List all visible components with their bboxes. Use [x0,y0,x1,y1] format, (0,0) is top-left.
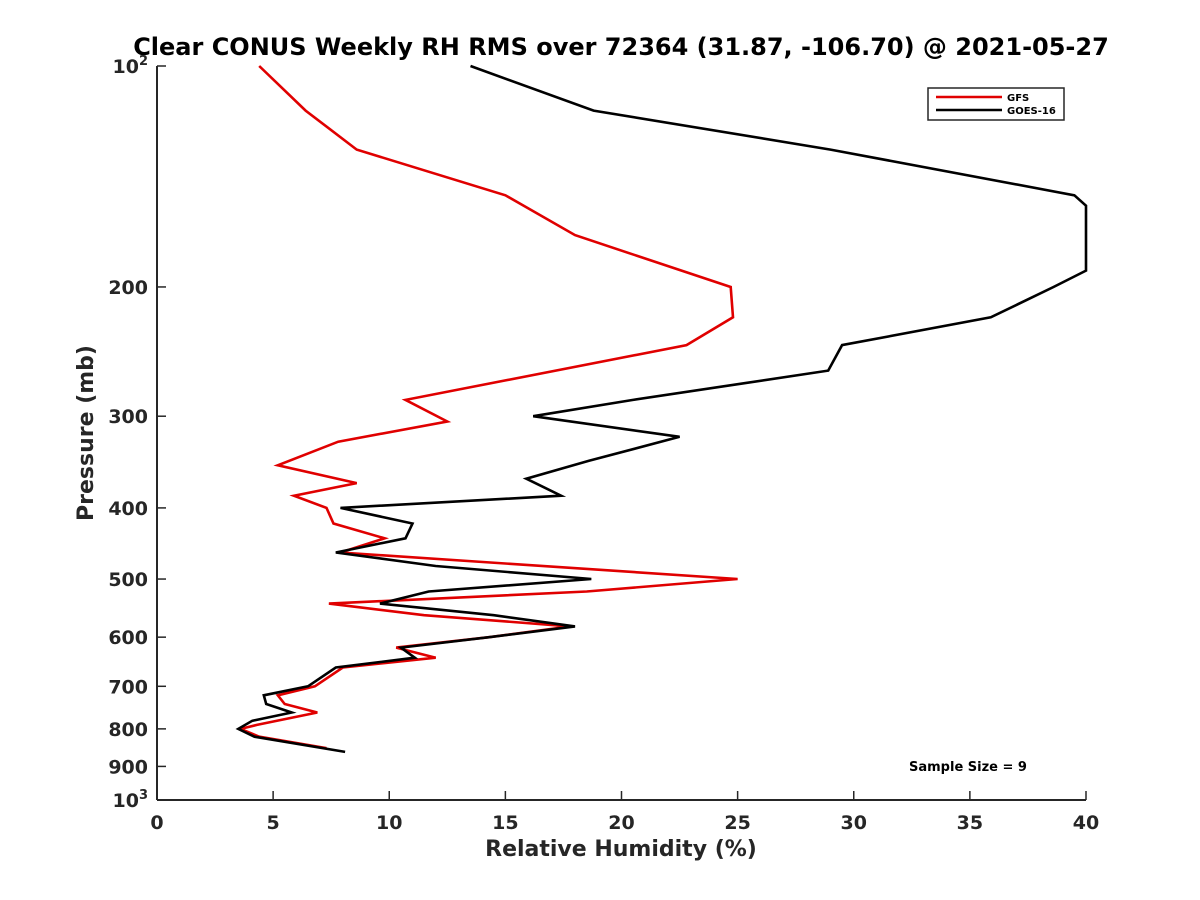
y-tick-label: 500 [108,569,148,591]
y-tick-label: 103 [113,788,149,812]
series-layer [235,64,1088,754]
y-ticks: 102 200 300 400 500 600 700 800 900 103 [108,54,166,812]
x-ticks: 0 5 10 15 20 25 30 35 40 [150,791,1099,834]
y-tick-label: 800 [108,719,148,741]
legend-label-gfs: GFS [1007,93,1029,104]
y-axis-label: Pressure (mb) [74,345,99,521]
series-line-goes16 [235,64,1088,754]
legend: GFS GOES-16 [927,87,1065,121]
x-tick-label: 0 [150,812,163,834]
x-tick-label: 10 [376,812,402,834]
legend-label-goes16: GOES-16 [1007,106,1056,117]
y-tick-label: 900 [108,756,148,778]
x-tick-label: 40 [1073,812,1099,834]
x-tick-label: 15 [492,812,518,834]
x-tick-label: 25 [724,812,750,834]
sample-size-annotation: Sample Size = 9 [909,760,1027,775]
y-tick-label: 400 [108,498,148,520]
chart-title: Clear CONUS Weekly RH RMS over 72364 (31… [133,33,1109,61]
series-line-gfs [236,65,738,750]
y-tick-label: 102 [113,54,149,78]
y-tick-label: 700 [108,676,148,698]
x-tick-label: 30 [841,812,867,834]
legend-box [927,87,1065,121]
y-tick-label: 600 [108,627,148,649]
x-axis-label: Relative Humidity (%) [485,837,757,862]
y-tick-label: 300 [108,406,148,428]
y-tick-label: 200 [108,277,148,299]
x-tick-label: 35 [957,812,983,834]
x-tick-label: 20 [608,812,634,834]
x-tick-label: 5 [267,812,280,834]
